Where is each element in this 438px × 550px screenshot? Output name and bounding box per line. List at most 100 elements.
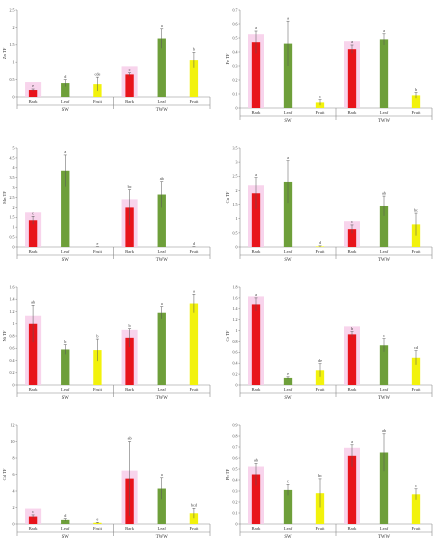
significance-letter: a <box>351 439 353 444</box>
bar-leaf-tww <box>157 38 166 97</box>
significance-letter: a <box>255 25 257 30</box>
significance-letter: ab <box>128 436 132 441</box>
group-label-sw: SW <box>62 108 70 113</box>
bar-bark-tww <box>347 334 357 385</box>
y-tick-label: 0.6 <box>233 21 238 26</box>
y-tick-label: 0.4 <box>233 477 238 482</box>
chart-panel-zn-tf: 0 0.5 1 1.5 2 2.5 Zn TF e Bark d Leaf cde Fruit c Bark… <box>2 7 211 113</box>
group-label-sw: SW <box>62 396 70 401</box>
significance-letter: d <box>64 513 67 518</box>
y-tick-label: 0.7 <box>233 444 238 449</box>
bar-bark-sw <box>28 90 38 97</box>
y-tick-label: 0 <box>13 244 15 249</box>
y-tick-label: 1 <box>13 60 15 65</box>
bar-fruit-sw <box>315 370 325 385</box>
y-tick-label: 1.2 <box>10 309 15 314</box>
y-axis-label: Cu TF <box>225 191 230 203</box>
significance-letter: a <box>255 292 257 297</box>
category-label: Leaf <box>158 387 167 392</box>
y-tick-label: 3.5 <box>233 145 238 150</box>
y-tick-label: 0.2 <box>233 77 238 82</box>
category-label: Leaf <box>158 99 167 104</box>
significance-letter: e <box>96 517 98 522</box>
significance-letter: a <box>193 289 195 294</box>
y-tick-label: 0.5 <box>10 77 15 82</box>
bar-bark-sw <box>251 474 261 524</box>
category-label: Bark <box>348 387 358 392</box>
significance-letter: a <box>64 149 66 154</box>
bar-leaf-sw <box>61 170 70 247</box>
category-label: Leaf <box>284 387 293 392</box>
y-axis-label: Cd TF <box>2 468 7 480</box>
y-axis-label: Cr TF <box>225 330 230 341</box>
chart-panel-cu-tf: 0 0.5 1 1.5 2 2.5 3 3.5 Cu TF a Bark a Leaf d Fruit c Ba… <box>225 145 433 263</box>
bar-leaf-tww <box>157 488 166 524</box>
category-label: Bark <box>348 110 358 115</box>
bar-fruit-tww <box>411 95 421 108</box>
y-tick-label: 2.5 <box>10 195 15 200</box>
group-label-tww: TWW <box>378 258 390 263</box>
group-label-tww: TWW <box>156 258 168 263</box>
significance-letter: b <box>96 333 98 338</box>
y-axis-label: Fe TF <box>225 53 230 64</box>
category-label: Fruit <box>412 387 422 392</box>
category-label: Fruit <box>93 387 103 392</box>
y-tick-label: 0.6 <box>233 350 238 355</box>
group-label-tww: TWW <box>156 535 168 540</box>
y-tick-label: 0.8 <box>10 333 15 338</box>
bar-leaf-sw <box>283 43 293 108</box>
y-axis-label: Pb TF <box>225 468 230 480</box>
category-label: Fruit <box>412 110 422 115</box>
bar-leaf-sw <box>61 83 70 97</box>
category-label: Fruit <box>412 526 422 531</box>
significance-letter: c <box>415 483 417 488</box>
y-tick-label: 0.1 <box>233 510 238 515</box>
category-label: Bark <box>252 526 262 531</box>
y-tick-label: 0.5 <box>10 235 15 240</box>
y-tick-label: 3.5 <box>10 175 15 180</box>
y-tick-label: 1.4 <box>233 306 238 311</box>
y-tick-label: 0.5 <box>233 230 238 235</box>
category-label: Bark <box>125 99 135 104</box>
category-label: Leaf <box>158 249 167 254</box>
significance-letter: bc <box>318 473 322 478</box>
significance-letter: a <box>287 15 289 20</box>
y-tick-label: 2 <box>13 25 15 30</box>
y-tick-label: 0 <box>13 382 15 387</box>
y-tick-label: 0.8 <box>233 433 238 438</box>
y-tick-label: 5 <box>13 145 15 150</box>
y-tick-label: 0 <box>236 521 238 526</box>
y-tick-label: 0 <box>13 94 15 99</box>
category-label: Fruit <box>93 249 103 254</box>
y-tick-label: 0.5 <box>233 466 238 471</box>
y-tick-label: 0.9 <box>233 422 238 427</box>
category-label: Leaf <box>61 526 70 531</box>
bar-leaf-tww <box>379 345 389 385</box>
y-tick-label: 2 <box>236 188 238 193</box>
significance-letter: bc <box>414 207 418 212</box>
category-label: Fruit <box>93 526 103 531</box>
category-label: Fruit <box>316 249 326 254</box>
significance-letter: b <box>415 87 417 92</box>
significance-letter: b <box>351 326 353 331</box>
bar-fruit-tww <box>411 494 421 524</box>
y-tick-label: 2 <box>13 505 15 510</box>
significance-letter: cd <box>414 345 419 350</box>
y-tick-label: 1.6 <box>233 295 238 300</box>
significance-letter: e <box>96 241 98 246</box>
significance-letter: b <box>129 323 131 328</box>
significance-letter: c <box>383 333 385 338</box>
category-label: Leaf <box>284 110 293 115</box>
y-tick-label: 1 <box>236 216 238 221</box>
significance-letter: d <box>193 241 196 246</box>
group-label-tww: TWW <box>156 108 168 113</box>
y-tick-label: 0.6 <box>10 346 15 351</box>
significance-letter: c <box>351 219 353 224</box>
bar-fruit-tww <box>189 60 199 97</box>
bar-fruit-tww <box>411 357 421 385</box>
significance-letter: ab <box>382 190 386 195</box>
bar-leaf-tww <box>157 194 166 247</box>
category-label: Bark <box>348 249 358 254</box>
bar-leaf-tww <box>379 452 389 524</box>
y-tick-label: 0.4 <box>10 358 15 363</box>
